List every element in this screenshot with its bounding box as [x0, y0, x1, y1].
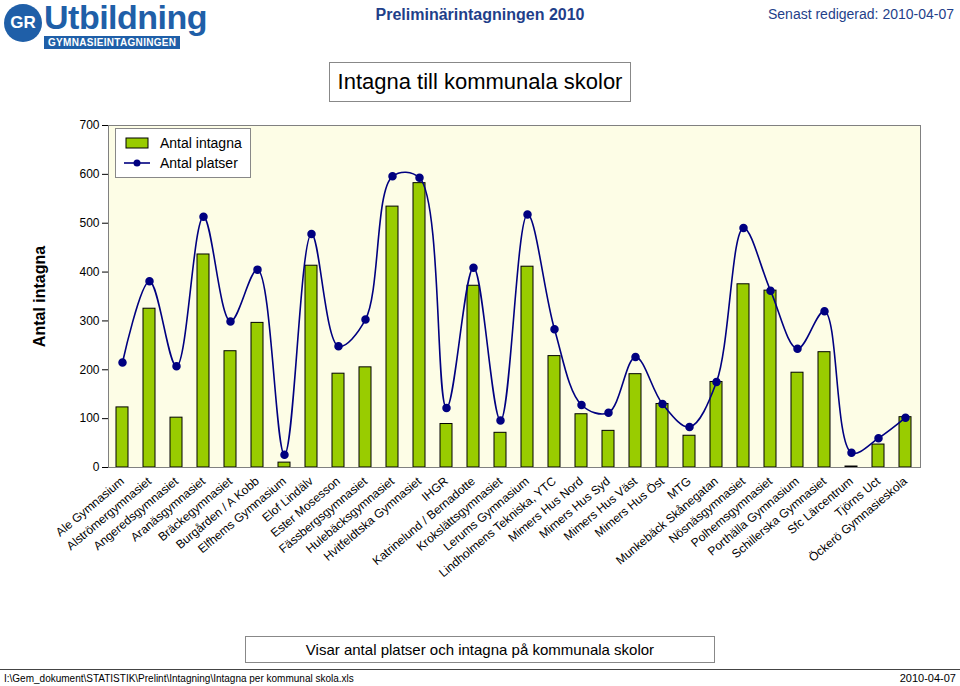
- svg-text:Bräckegymnasiet: Bräckegymnasiet: [155, 474, 235, 544]
- svg-text:Mimers Hus Väst: Mimers Hus Väst: [560, 474, 640, 544]
- html-text:GYMNASIEINTAGNINGEN: GYMNASIEINTAGNINGEN: [48, 37, 177, 48]
- svg-text:Nösnäsgymnasiet: Nösnäsgymnasiet: [665, 474, 748, 547]
- svg-text:0: 0: [93, 460, 100, 474]
- svg-text:400: 400: [79, 265, 99, 279]
- svg-text:Sfc Lärcentrum: Sfc Lärcentrum: [784, 474, 856, 538]
- svg-text:Lerums Gymnasium: Lerums Gymnasium: [440, 474, 532, 554]
- html-text:GR: GR: [10, 13, 36, 32]
- html-text:I:\Gem_dokument\STATISTIK\Prel: I:\Gem_dokument\STATISTIK\Prelint\Intagn…: [4, 673, 354, 684]
- svg-text:Tjörns Uct: Tjörns Uct: [832, 474, 883, 520]
- html-text:2010-04-07: 2010-04-07: [899, 672, 956, 684]
- svg-text:Porthälla Gymnasium: Porthälla Gymnasium: [705, 474, 802, 559]
- html-text:Senast redigerad: 2010-04-07: Senast redigerad: 2010-04-07: [768, 6, 954, 22]
- svg-text:Krokslättsgymnasiet: Krokslättsgymnasiet: [413, 474, 505, 554]
- svg-text:Hvitfeldtska Gymnasiet: Hvitfeldtska Gymnasiet: [321, 474, 425, 564]
- svg-text:100: 100: [79, 411, 99, 425]
- svg-text:Elfhems Gymnasium: Elfhems Gymnasium: [195, 474, 289, 556]
- svg-text:200: 200: [79, 363, 99, 377]
- html-text:Antal intagna: Antal intagna: [160, 135, 242, 151]
- svg-text:Öckerö Gymnasieskola: Öckerö Gymnasieskola: [806, 474, 910, 565]
- svg-text:MTG: MTG: [664, 474, 694, 502]
- svg-text:Antal intagna: Antal intagna: [31, 246, 48, 347]
- html-text:Preliminärintagningen 2010: Preliminärintagningen 2010: [375, 6, 585, 23]
- html-text:Antal platser: Antal platser: [160, 155, 238, 171]
- svg-text:Ester Mosesson: Ester Mosesson: [268, 474, 343, 541]
- html-text:Intagna till kommunala skolor: Intagna till kommunala skolor: [337, 69, 623, 94]
- svg-text:Alströmergymnasiet: Alströmergymnasiet: [63, 474, 154, 553]
- svg-text:Schillerska Gymnasiet: Schillerska Gymnasiet: [729, 474, 829, 562]
- svg-text:Mimers Hus Syd: Mimers Hus Syd: [536, 474, 613, 542]
- svg-text:Mimers Hus Öst: Mimers Hus Öst: [592, 474, 667, 541]
- svg-text:Aranäsgymnasiet: Aranäsgymnasiet: [127, 474, 208, 545]
- svg-text:600: 600: [79, 167, 99, 181]
- svg-text:Fässbergsgymnasiet: Fässbergsgymnasiet: [276, 474, 370, 556]
- svg-text:Mimers Hus Nord: Mimers Hus Nord: [505, 474, 586, 545]
- svg-text:Munkebäck Skånegatan: Munkebäck Skånegatan: [613, 474, 721, 568]
- svg-text:Angeredsgymnasiet: Angeredsgymnasiet: [90, 474, 181, 553]
- svg-text:Lindholmens Tekniska, YTC: Lindholmens Tekniska, YTC: [436, 474, 559, 581]
- svg-text:Burgården / A Kobb: Burgården / A Kobb: [173, 474, 262, 552]
- svg-text:500: 500: [79, 216, 99, 230]
- svg-text:700: 700: [79, 118, 99, 132]
- svg-text:IHGR: IHGR: [418, 474, 451, 505]
- svg-text:Katrinelund / Bernadotte: Katrinelund / Bernadotte: [369, 474, 478, 568]
- svg-text:Polhemsgymnasiet: Polhemsgymnasiet: [688, 474, 775, 550]
- svg-text:Ale Gymnasium: Ale Gymnasium: [53, 474, 127, 540]
- svg-text:300: 300: [79, 314, 99, 328]
- svg-text:Elof Lindälv: Elof Lindälv: [259, 474, 316, 525]
- svg-text:Hulebäcksgymnasiet: Hulebäcksgymnasiet: [303, 474, 397, 556]
- html-text:Visar antal platser och intagn: Visar antal platser och intagna på kommu…: [305, 641, 655, 658]
